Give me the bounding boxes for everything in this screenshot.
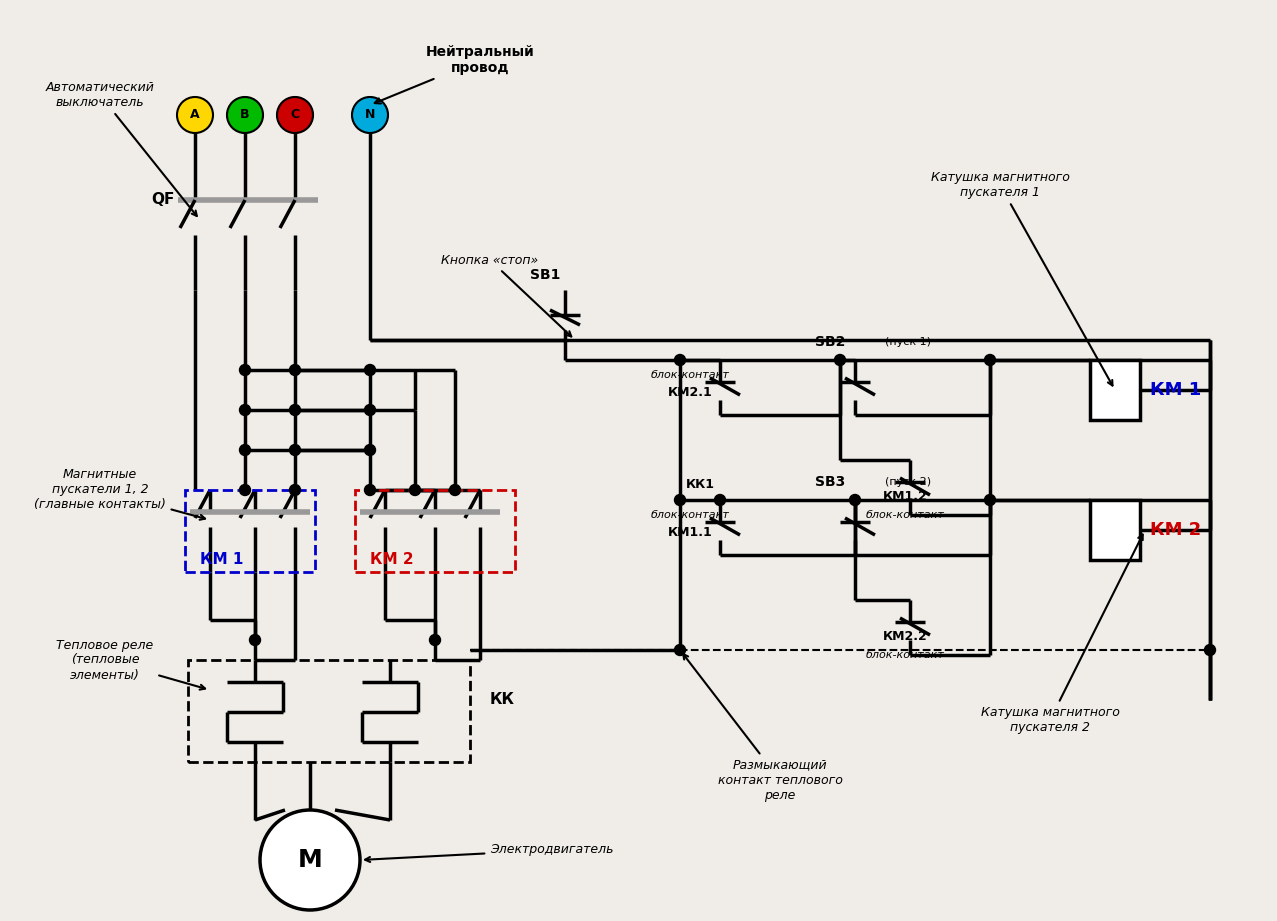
Circle shape <box>674 495 686 506</box>
Circle shape <box>429 635 441 646</box>
Circle shape <box>261 810 360 910</box>
Text: Магнитные
пускатели 1, 2
(главные контакты): Магнитные пускатели 1, 2 (главные контак… <box>34 469 206 519</box>
Text: блок-контакт: блок-контакт <box>866 510 945 520</box>
Text: Тепловое реле
(тепловые
элементы): Тепловое реле (тепловые элементы) <box>56 638 206 690</box>
Circle shape <box>240 365 250 376</box>
Circle shape <box>249 635 261 646</box>
Circle shape <box>178 97 213 133</box>
Text: QF: QF <box>152 192 175 207</box>
Circle shape <box>715 495 725 506</box>
Circle shape <box>985 355 996 366</box>
Text: Катушка магнитного
пускателя 1: Катушка магнитного пускателя 1 <box>931 171 1112 386</box>
Circle shape <box>227 97 263 133</box>
Text: Размыкающий
контакт теплового
реле: Размыкающий контакт теплового реле <box>683 654 843 801</box>
Circle shape <box>364 365 375 376</box>
Bar <box>1091 360 1140 420</box>
Circle shape <box>290 404 300 415</box>
Text: Автоматический
выключатель: Автоматический выключатель <box>46 81 197 216</box>
Text: Электродвигатель: Электродвигатель <box>365 844 613 862</box>
Text: (пуск 2): (пуск 2) <box>885 477 931 487</box>
Circle shape <box>277 97 313 133</box>
Text: КМ1.1: КМ1.1 <box>668 526 713 539</box>
Text: КМ 1: КМ 1 <box>1151 381 1202 399</box>
Circle shape <box>240 445 250 456</box>
Text: блок-контакт: блок-контакт <box>866 650 945 660</box>
Text: КМ2.2: КМ2.2 <box>882 631 927 644</box>
Text: КМ2.1: КМ2.1 <box>668 386 713 399</box>
Circle shape <box>364 445 375 456</box>
Text: SB3: SB3 <box>815 475 845 489</box>
Circle shape <box>364 404 375 415</box>
Circle shape <box>410 484 420 495</box>
Circle shape <box>834 355 845 366</box>
Bar <box>1091 500 1140 560</box>
Text: М: М <box>298 848 322 872</box>
Text: блок-контакт: блок-контакт <box>650 370 729 380</box>
Circle shape <box>240 484 250 495</box>
Text: КК: КК <box>490 693 515 707</box>
Text: B: B <box>240 109 250 122</box>
Circle shape <box>290 484 300 495</box>
Circle shape <box>674 355 686 366</box>
Circle shape <box>290 365 300 376</box>
Text: A: A <box>190 109 199 122</box>
Text: Кнопка «стоп»: Кнопка «стоп» <box>442 253 571 336</box>
Circle shape <box>985 495 996 506</box>
Text: Нейтральный
провод: Нейтральный провод <box>374 45 534 103</box>
Text: SB2: SB2 <box>815 335 845 349</box>
Circle shape <box>849 495 861 506</box>
Circle shape <box>450 484 461 495</box>
Text: C: C <box>290 109 300 122</box>
Text: блок-контакт: блок-контакт <box>650 510 729 520</box>
Circle shape <box>674 645 686 656</box>
Text: КМ 1: КМ 1 <box>200 553 244 567</box>
Circle shape <box>290 445 300 456</box>
Circle shape <box>240 404 250 415</box>
Text: Катушка магнитного
пускателя 2: Катушка магнитного пускателя 2 <box>981 534 1143 734</box>
Circle shape <box>364 484 375 495</box>
Text: КМ1.2: КМ1.2 <box>882 491 927 504</box>
Text: (пуск 1): (пуск 1) <box>885 337 931 347</box>
Circle shape <box>352 97 388 133</box>
Text: КК1: КК1 <box>686 479 715 492</box>
Text: N: N <box>365 109 375 122</box>
Text: SB1: SB1 <box>530 268 561 282</box>
Circle shape <box>1204 645 1216 656</box>
Text: КМ 2: КМ 2 <box>1151 521 1202 539</box>
Text: КМ 2: КМ 2 <box>370 553 414 567</box>
